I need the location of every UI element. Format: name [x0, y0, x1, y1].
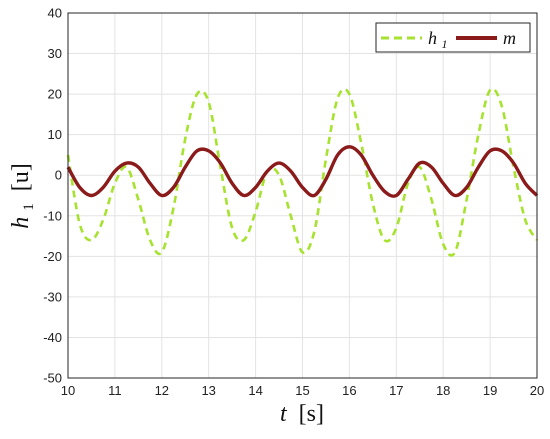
y-tick-labels: 40 30 20 10 0 -10 -20 -30 -40 -50 — [43, 6, 62, 386]
y-axis-label: h 1 [u] — [8, 163, 39, 228]
series-line-m — [66, 145, 539, 198]
legend-label-m: m — [503, 28, 516, 48]
x-tick-label: 13 — [201, 383, 215, 398]
y-tick-label: -50 — [43, 371, 62, 386]
y-axis-subscript: 1 — [21, 203, 37, 211]
x-tick-label: 16 — [342, 383, 356, 398]
y-tick-label: 20 — [48, 87, 62, 102]
x-tick-label: 19 — [483, 383, 497, 398]
x-tick-labels: 10 11 12 13 14 15 16 17 18 19 20 — [61, 383, 544, 398]
x-tick-label: 14 — [248, 383, 262, 398]
y-tick-label: -40 — [43, 330, 62, 345]
x-tick-label: 17 — [389, 383, 403, 398]
y-tick-label: 30 — [48, 46, 62, 61]
x-tick-label: 15 — [295, 383, 309, 398]
y-tick-label: -20 — [43, 249, 62, 264]
x-axis-variable: t — [280, 401, 288, 427]
x-tick-label: 10 — [61, 383, 75, 398]
y-axis-variable: h — [8, 217, 34, 229]
x-axis-label: t [s] — [280, 401, 324, 427]
legend: h 1 m — [375, 22, 531, 53]
x-tick-label: 12 — [155, 383, 169, 398]
y-tick-label: -10 — [43, 208, 62, 223]
x-tick-label: 18 — [436, 383, 450, 398]
y-tick-label: 10 — [48, 127, 62, 142]
legend-h1-name: h — [428, 28, 437, 48]
x-axis-unit: [s] — [299, 401, 324, 427]
x-tick-label: 20 — [530, 383, 544, 398]
x-tick-label: 11 — [108, 383, 122, 398]
plot-frame — [67, 12, 538, 379]
y-tick-label: -30 — [43, 289, 62, 304]
legend-h1-subscript: 1 — [442, 37, 448, 51]
y-tick-label: 0 — [55, 168, 62, 183]
series-line-h1 — [66, 87, 539, 257]
y-tick-label: 40 — [48, 6, 62, 21]
y-axis-unit: [u] — [8, 163, 34, 191]
series-layer — [66, 87, 539, 257]
legend-label-h1: h 1 — [428, 28, 448, 51]
